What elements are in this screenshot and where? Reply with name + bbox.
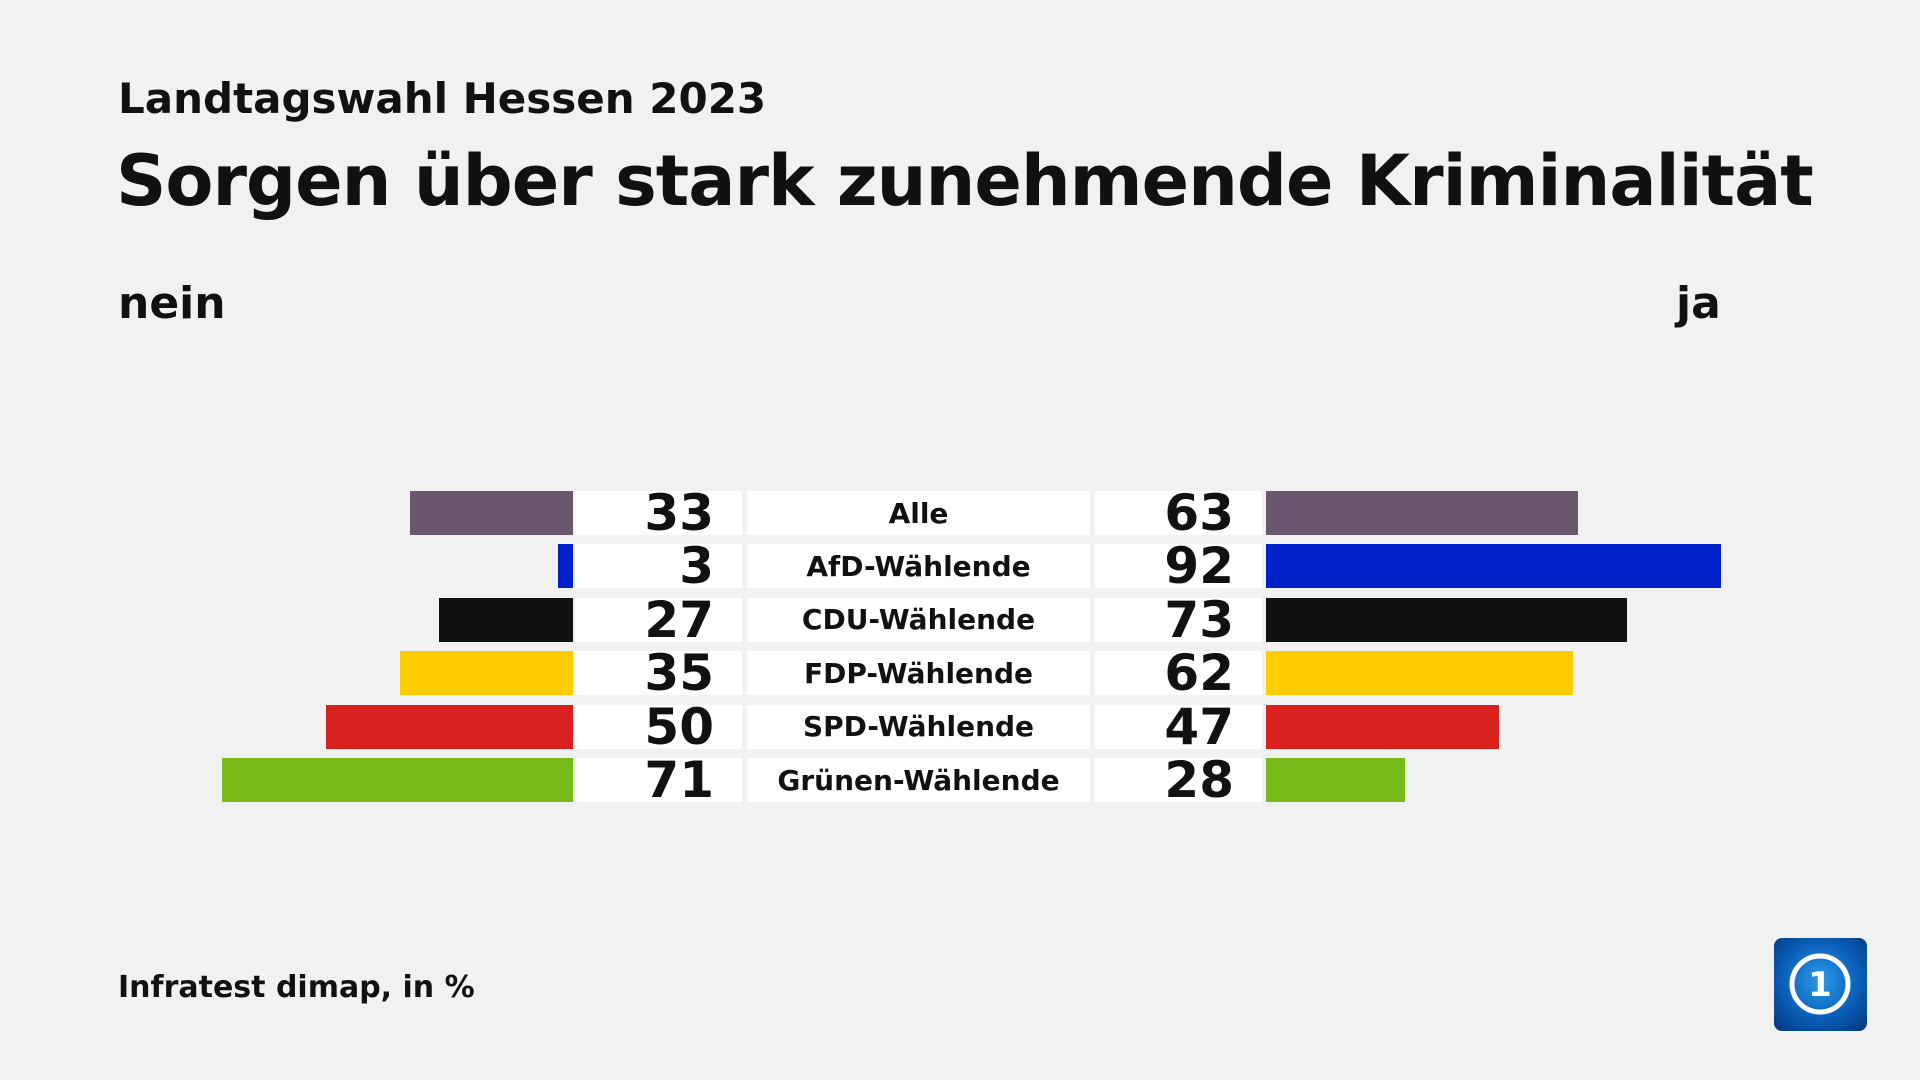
category-label-text: Alle <box>888 496 949 530</box>
tagesschau-logo-icon: 1 <box>1774 938 1867 1031</box>
bar-ja <box>1266 758 1405 802</box>
category-label-text: AfD-Wählende <box>806 549 1031 583</box>
value-ja-text: 92 <box>1164 537 1234 596</box>
bar-ja <box>1266 491 1578 535</box>
value-nein: 71 <box>575 751 742 809</box>
bar-nein <box>558 544 573 589</box>
left-axis-label: nein <box>118 278 226 329</box>
svg-text:1: 1 <box>1808 965 1832 1005</box>
value-ja-text: 28 <box>1164 751 1234 809</box>
value-ja: 28 <box>1095 751 1262 809</box>
category-label: SPD-Wählende <box>747 704 1090 749</box>
value-nein: 35 <box>575 644 742 702</box>
value-nein: 50 <box>575 698 742 756</box>
value-nein-text: 71 <box>644 751 714 809</box>
bar-nein <box>221 758 573 802</box>
category-label: CDU-Wählende <box>747 597 1090 642</box>
right-axis-label: ja <box>1676 278 1721 329</box>
value-ja-text: 47 <box>1164 697 1234 756</box>
value-nein-text: 35 <box>644 644 714 703</box>
category-label-text: Grünen-Wählende <box>777 763 1060 797</box>
value-ja: 47 <box>1095 698 1262 756</box>
category-label: Grünen-Wählende <box>747 758 1090 802</box>
value-ja-text: 63 <box>1164 484 1234 542</box>
category-label-text: CDU-Wählende <box>801 603 1036 637</box>
bar-nein <box>325 704 573 749</box>
bar-ja <box>1266 597 1628 642</box>
bar-ja <box>1266 544 1722 589</box>
value-nein-text: 3 <box>679 537 714 596</box>
category-label-text: FDP-Wählende <box>803 656 1034 690</box>
value-ja: 62 <box>1095 644 1262 702</box>
value-ja-text: 73 <box>1164 590 1234 649</box>
value-nein-text: 27 <box>644 590 714 649</box>
category-label: AfD-Wählende <box>747 544 1090 589</box>
bar-nein <box>439 597 573 642</box>
bar-nein <box>409 491 573 535</box>
value-nein: 33 <box>575 484 742 542</box>
value-nein-text: 33 <box>644 484 714 542</box>
bar-ja <box>1266 651 1573 696</box>
category-label: Alle <box>747 491 1090 535</box>
category-label-text: SPD-Wählende <box>802 710 1035 744</box>
value-ja: 63 <box>1095 484 1262 542</box>
value-ja-text: 62 <box>1164 644 1234 703</box>
bar-ja <box>1266 704 1499 749</box>
source-note: Infratest dimap, in % <box>118 970 475 1005</box>
value-ja: 92 <box>1095 537 1262 595</box>
value-nein-text: 50 <box>644 697 714 756</box>
value-nein: 3 <box>575 537 742 595</box>
subtitle: Landtagswahl Hessen 2023 <box>118 74 767 123</box>
value-nein: 27 <box>575 591 742 649</box>
value-ja: 73 <box>1095 591 1262 649</box>
chart-title: Sorgen über stark zunehmende Kriminalitä… <box>116 140 1814 222</box>
bar-nein <box>399 651 573 696</box>
category-label: FDP-Wählende <box>747 651 1090 696</box>
